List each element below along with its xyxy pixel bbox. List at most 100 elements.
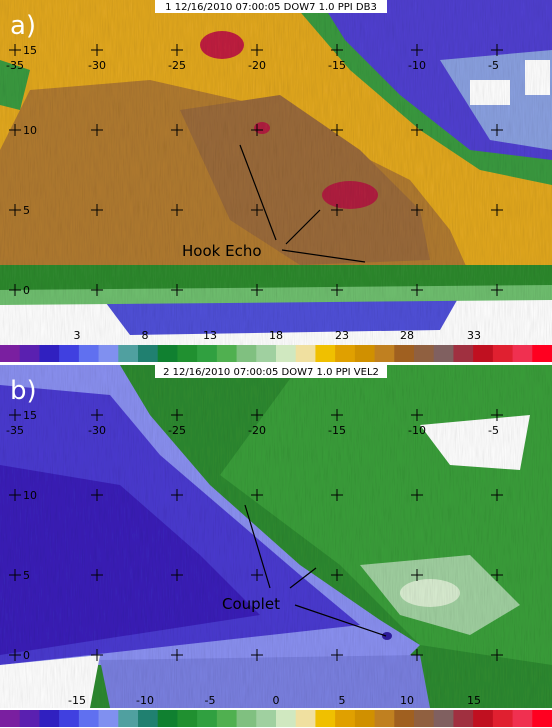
colorbar-swatch [78, 345, 100, 362]
colorbar-swatch [414, 345, 435, 362]
grid-cross [331, 649, 343, 661]
colorbar-swatch [532, 345, 552, 362]
colorbar-swatch [512, 710, 533, 727]
grid-cross [9, 649, 21, 661]
colorbar-label: 5 [339, 694, 346, 707]
grid-x-label: -5 [488, 424, 499, 437]
grid-cross [251, 44, 263, 56]
colorbar-swatch [177, 345, 198, 362]
grid-cross [9, 204, 21, 216]
grid-x-label: -10 [408, 59, 426, 72]
colorbar-swatch [532, 710, 552, 727]
annotation: Hook Echo [182, 242, 262, 260]
grid-cross [491, 409, 503, 421]
grid-y-label: 10 [23, 124, 37, 137]
grid-cross [91, 569, 103, 581]
colorbar-swatch [118, 710, 139, 727]
grid-cross [251, 649, 263, 661]
colorbar-label: 23 [335, 329, 349, 342]
colorbar-swatch [236, 710, 257, 727]
grid-cross [491, 649, 503, 661]
grid-y-label: 15 [23, 44, 37, 57]
colorbar-label: 18 [269, 329, 283, 342]
colorbar-swatch [492, 345, 514, 362]
grid-cross [251, 489, 263, 501]
grid-cross [171, 44, 183, 56]
grid-cross [491, 489, 503, 501]
grid-cross [251, 284, 263, 296]
grid-x-label: -30 [88, 59, 106, 72]
panel-label: a) [10, 11, 36, 41]
grid-y-label: 5 [23, 204, 30, 217]
grid-cross [9, 124, 21, 136]
colorbar-swatch [433, 345, 454, 362]
panel-header: 1 12/16/2010 07:00:05 DOW7 1.0 PPI DB3 [165, 2, 377, 13]
colorbar-swatch [512, 345, 533, 362]
colorbar-swatch [138, 710, 159, 727]
grid-y-label: 10 [23, 489, 37, 502]
grid-cross [91, 44, 103, 56]
colorbar-label: 15 [467, 694, 481, 707]
grid-y-label: 0 [23, 284, 30, 297]
grid-cross [331, 204, 343, 216]
colorbar-label: 13 [203, 329, 217, 342]
colorbar-swatch [335, 710, 356, 727]
colorbar-swatch [276, 710, 297, 727]
colorbar-swatch [98, 710, 119, 727]
colorbar-swatch [236, 345, 257, 362]
grid-cross [91, 204, 103, 216]
colorbar-swatch [394, 345, 415, 362]
colorbar-swatch [78, 710, 100, 727]
grid-cross [9, 489, 21, 501]
colorbar-swatch [177, 710, 198, 727]
colorbar-label: 33 [467, 329, 481, 342]
panel-b-image [0, 365, 552, 708]
panel-b-annotation-lines [244, 504, 387, 637]
grid-x-label: -10 [408, 424, 426, 437]
colorbar-label: 10 [400, 694, 414, 707]
colorbar-swatch [157, 710, 178, 727]
colorbar-swatch [157, 345, 178, 362]
grid-cross [171, 409, 183, 421]
colorbar-swatch [19, 710, 40, 727]
colorbar-swatch [39, 710, 60, 727]
colorbar-swatch [0, 345, 21, 362]
grid-cross [9, 284, 21, 296]
colorbar-swatch [453, 710, 474, 727]
colorbar-swatch [295, 345, 316, 362]
grid-cross [171, 569, 183, 581]
grid-cross [331, 489, 343, 501]
grid-cross [171, 204, 183, 216]
colorbar-label: 0 [273, 694, 280, 707]
colorbar-swatch [0, 710, 21, 727]
grid-cross [251, 124, 263, 136]
colorbar-swatch [59, 345, 80, 362]
grid-cross [251, 204, 263, 216]
grid-y-label: 0 [23, 649, 30, 662]
grid-cross [411, 284, 423, 296]
colorbar-swatch [374, 710, 395, 727]
grid-x-label: -15 [328, 59, 346, 72]
grid-cross [331, 569, 343, 581]
grid-y-label: 5 [23, 569, 30, 582]
colorbar-swatch [39, 345, 60, 362]
colorbar-swatch [315, 710, 336, 727]
grid-cross [491, 284, 503, 296]
colorbar-swatch [197, 345, 218, 362]
colorbar-swatch [414, 710, 435, 727]
colorbar-swatch [197, 710, 218, 727]
grid-cross [171, 124, 183, 136]
grid-x-label: -30 [88, 424, 106, 437]
colorbar-swatch [118, 345, 139, 362]
panel: 15 10 5 0 -35 -30 -25 -20 -15 -10 -5 2 12/16/2010 0… [0, 365, 552, 727]
grid-cross [411, 409, 423, 421]
grid-cross [411, 204, 423, 216]
colorbar-swatch [335, 345, 356, 362]
colorbar-swatch [473, 710, 494, 727]
grid-cross [491, 569, 503, 581]
colorbar-swatch [256, 710, 277, 727]
colorbar-label: -5 [205, 694, 216, 707]
grid-x-label: -25 [168, 59, 186, 72]
colorbar-swatch [354, 345, 376, 362]
header-box [155, 0, 387, 13]
